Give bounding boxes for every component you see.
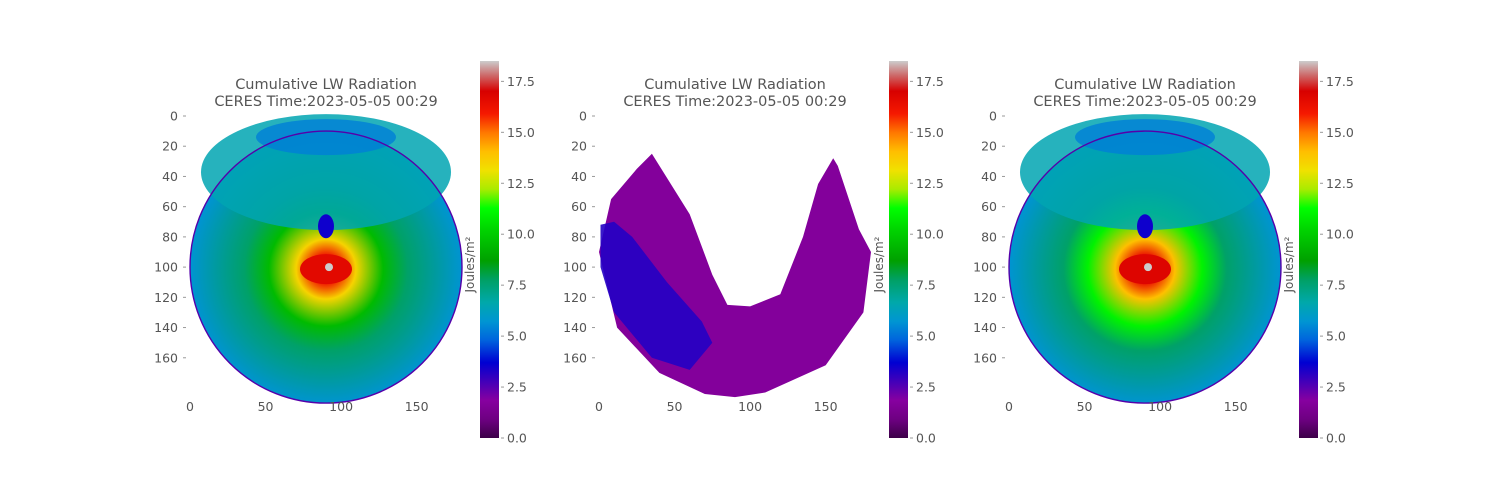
colorbar-tick-label: 17.5 <box>916 74 944 89</box>
colorbar-tick-label: 10.0 <box>916 227 944 242</box>
x-tick-label: 100 <box>1148 399 1172 414</box>
colorbar-tick-label: 12.5 <box>1326 176 1354 191</box>
x-tick-label: 50 <box>667 399 683 414</box>
y-tick-label: 0 <box>579 109 587 124</box>
y-tick-label: 20 <box>981 139 997 154</box>
y-tick-label: 0 <box>989 109 997 124</box>
colorbar-label: Joules/m² <box>872 236 886 293</box>
colorbar-tick-label: 2.5 <box>916 380 936 395</box>
y-tick-label: 60 <box>162 199 178 214</box>
colorbar-tick-label: 5.0 <box>1326 329 1346 344</box>
colorbar-tick-label: 17.5 <box>507 74 535 89</box>
colorbar-tick-label: 2.5 <box>507 380 527 395</box>
colorbar-tick-label: 15.0 <box>1326 125 1354 140</box>
y-tick-label: 40 <box>162 169 178 184</box>
x-tick-label: 0 <box>186 399 194 414</box>
chart-title: Cumulative LW Radiation <box>1054 77 1236 93</box>
y-tick-label: 140 <box>973 320 997 335</box>
y-tick-label: 80 <box>981 229 997 244</box>
chart-title: Cumulative LW Radiation <box>644 77 826 93</box>
heatmap-low-spot <box>1137 214 1153 239</box>
heatmap-cool-edge <box>256 119 396 156</box>
y-tick-label: 100 <box>563 260 587 275</box>
y-tick-label: 120 <box>563 290 587 305</box>
colorbar-tick-label: 10.0 <box>507 227 535 242</box>
y-tick-label: 100 <box>973 260 997 275</box>
colorbar <box>480 61 499 438</box>
heatmap-low-region <box>600 221 713 370</box>
colorbar-tick-label: 15.0 <box>916 125 944 140</box>
y-tick-label: 60 <box>571 199 587 214</box>
chart-subtitle: CERES Time:2023-05-05 00:29 <box>214 94 437 110</box>
chart-title: Cumulative LW Radiation <box>235 77 417 93</box>
colorbar-tick-label: 7.5 <box>1326 278 1346 293</box>
chart-subtitle: CERES Time:2023-05-05 00:29 <box>1033 94 1256 110</box>
x-tick-label: 150 <box>814 399 838 414</box>
colorbar-tick-label: 15.0 <box>507 125 535 140</box>
y-tick-label: 0 <box>170 109 178 124</box>
heatmap-peak <box>325 263 333 272</box>
heatmap-disk-edge <box>189 130 463 404</box>
y-tick-label: 160 <box>563 350 587 365</box>
y-tick-label: 140 <box>563 320 587 335</box>
colorbar-tick-label: 0.0 <box>1326 431 1346 446</box>
colorbar <box>1299 61 1318 438</box>
x-tick-label: 0 <box>595 399 603 414</box>
y-tick-label: 100 <box>154 260 178 275</box>
x-tick-label: 100 <box>738 399 762 414</box>
x-tick-label: 50 <box>258 399 274 414</box>
y-tick-label: 120 <box>154 290 178 305</box>
y-tick-label: 80 <box>162 229 178 244</box>
colorbar-tick-label: 12.5 <box>507 176 535 191</box>
colorbar-tick-label: 5.0 <box>916 329 936 344</box>
y-tick-label: 120 <box>973 290 997 305</box>
heatmap-disk-edge <box>1008 130 1282 404</box>
colorbar-label: Joules/m² <box>1282 236 1296 293</box>
colorbar <box>889 61 908 438</box>
y-tick-label: 160 <box>973 350 997 365</box>
y-tick-label: 20 <box>571 139 587 154</box>
heatmap-peak <box>1144 263 1152 272</box>
y-tick-label: 60 <box>981 199 997 214</box>
y-tick-label: 20 <box>162 139 178 154</box>
colorbar-tick-label: 5.0 <box>507 329 527 344</box>
colorbar-tick-label: 2.5 <box>1326 380 1346 395</box>
heatmap-low-spot <box>318 214 334 239</box>
colorbar-tick-label: 0.0 <box>916 431 936 446</box>
colorbar-tick-label: 10.0 <box>1326 227 1354 242</box>
y-tick-label: 40 <box>571 169 587 184</box>
colorbar-tick-label: 7.5 <box>916 278 936 293</box>
colorbar-label: Joules/m² <box>463 236 477 293</box>
y-tick-label: 40 <box>981 169 997 184</box>
y-tick-label: 140 <box>154 320 178 335</box>
x-tick-label: 150 <box>1224 399 1248 414</box>
x-tick-label: 150 <box>405 399 429 414</box>
colorbar-tick-label: 7.5 <box>507 278 527 293</box>
x-tick-label: 100 <box>329 399 353 414</box>
chart-subtitle: CERES Time:2023-05-05 00:29 <box>623 94 846 110</box>
colorbar-tick-label: 17.5 <box>1326 74 1354 89</box>
colorbar-tick-label: 0.0 <box>507 431 527 446</box>
x-tick-label: 50 <box>1077 399 1093 414</box>
heatmap-cool-edge <box>1075 119 1215 156</box>
colorbar-tick-label: 12.5 <box>916 176 944 191</box>
x-tick-label: 0 <box>1005 399 1013 414</box>
y-tick-label: 80 <box>571 229 587 244</box>
y-tick-label: 160 <box>154 350 178 365</box>
